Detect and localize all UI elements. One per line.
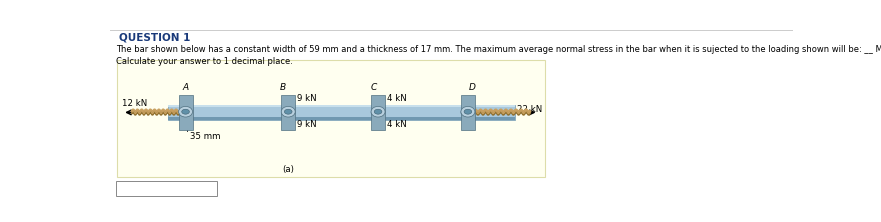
- Ellipse shape: [179, 106, 193, 117]
- Text: 35 mm: 35 mm: [190, 132, 220, 141]
- Text: Calculate your answer to 1 decimal place.: Calculate your answer to 1 decimal place…: [116, 57, 293, 66]
- Ellipse shape: [281, 106, 295, 117]
- Text: 12 kN: 12 kN: [122, 99, 147, 108]
- Text: D: D: [469, 83, 476, 92]
- Ellipse shape: [285, 109, 292, 114]
- Text: 4 kN: 4 kN: [387, 120, 407, 129]
- Text: (a): (a): [282, 165, 294, 174]
- Text: 22 kN: 22 kN: [516, 105, 542, 114]
- Polygon shape: [168, 105, 515, 120]
- Text: 9 kN: 9 kN: [297, 94, 316, 103]
- Ellipse shape: [181, 109, 189, 114]
- Text: 9 kN: 9 kN: [297, 120, 316, 129]
- FancyBboxPatch shape: [117, 60, 545, 177]
- Polygon shape: [179, 95, 193, 130]
- Text: QUESTION 1: QUESTION 1: [120, 33, 191, 43]
- Text: B: B: [280, 83, 286, 92]
- Text: C: C: [370, 83, 377, 92]
- Polygon shape: [168, 105, 515, 107]
- Polygon shape: [168, 117, 515, 120]
- FancyBboxPatch shape: [116, 181, 217, 196]
- Text: 4 kN: 4 kN: [387, 94, 407, 103]
- Ellipse shape: [464, 109, 471, 114]
- Polygon shape: [281, 95, 295, 130]
- Polygon shape: [461, 95, 475, 130]
- Polygon shape: [371, 95, 385, 130]
- Text: A: A: [182, 83, 189, 92]
- Ellipse shape: [374, 109, 381, 114]
- Text: The bar shown below has a constant width of 59 mm and a thickness of 17 mm. The : The bar shown below has a constant width…: [116, 45, 881, 54]
- Ellipse shape: [371, 106, 385, 117]
- Ellipse shape: [461, 106, 475, 117]
